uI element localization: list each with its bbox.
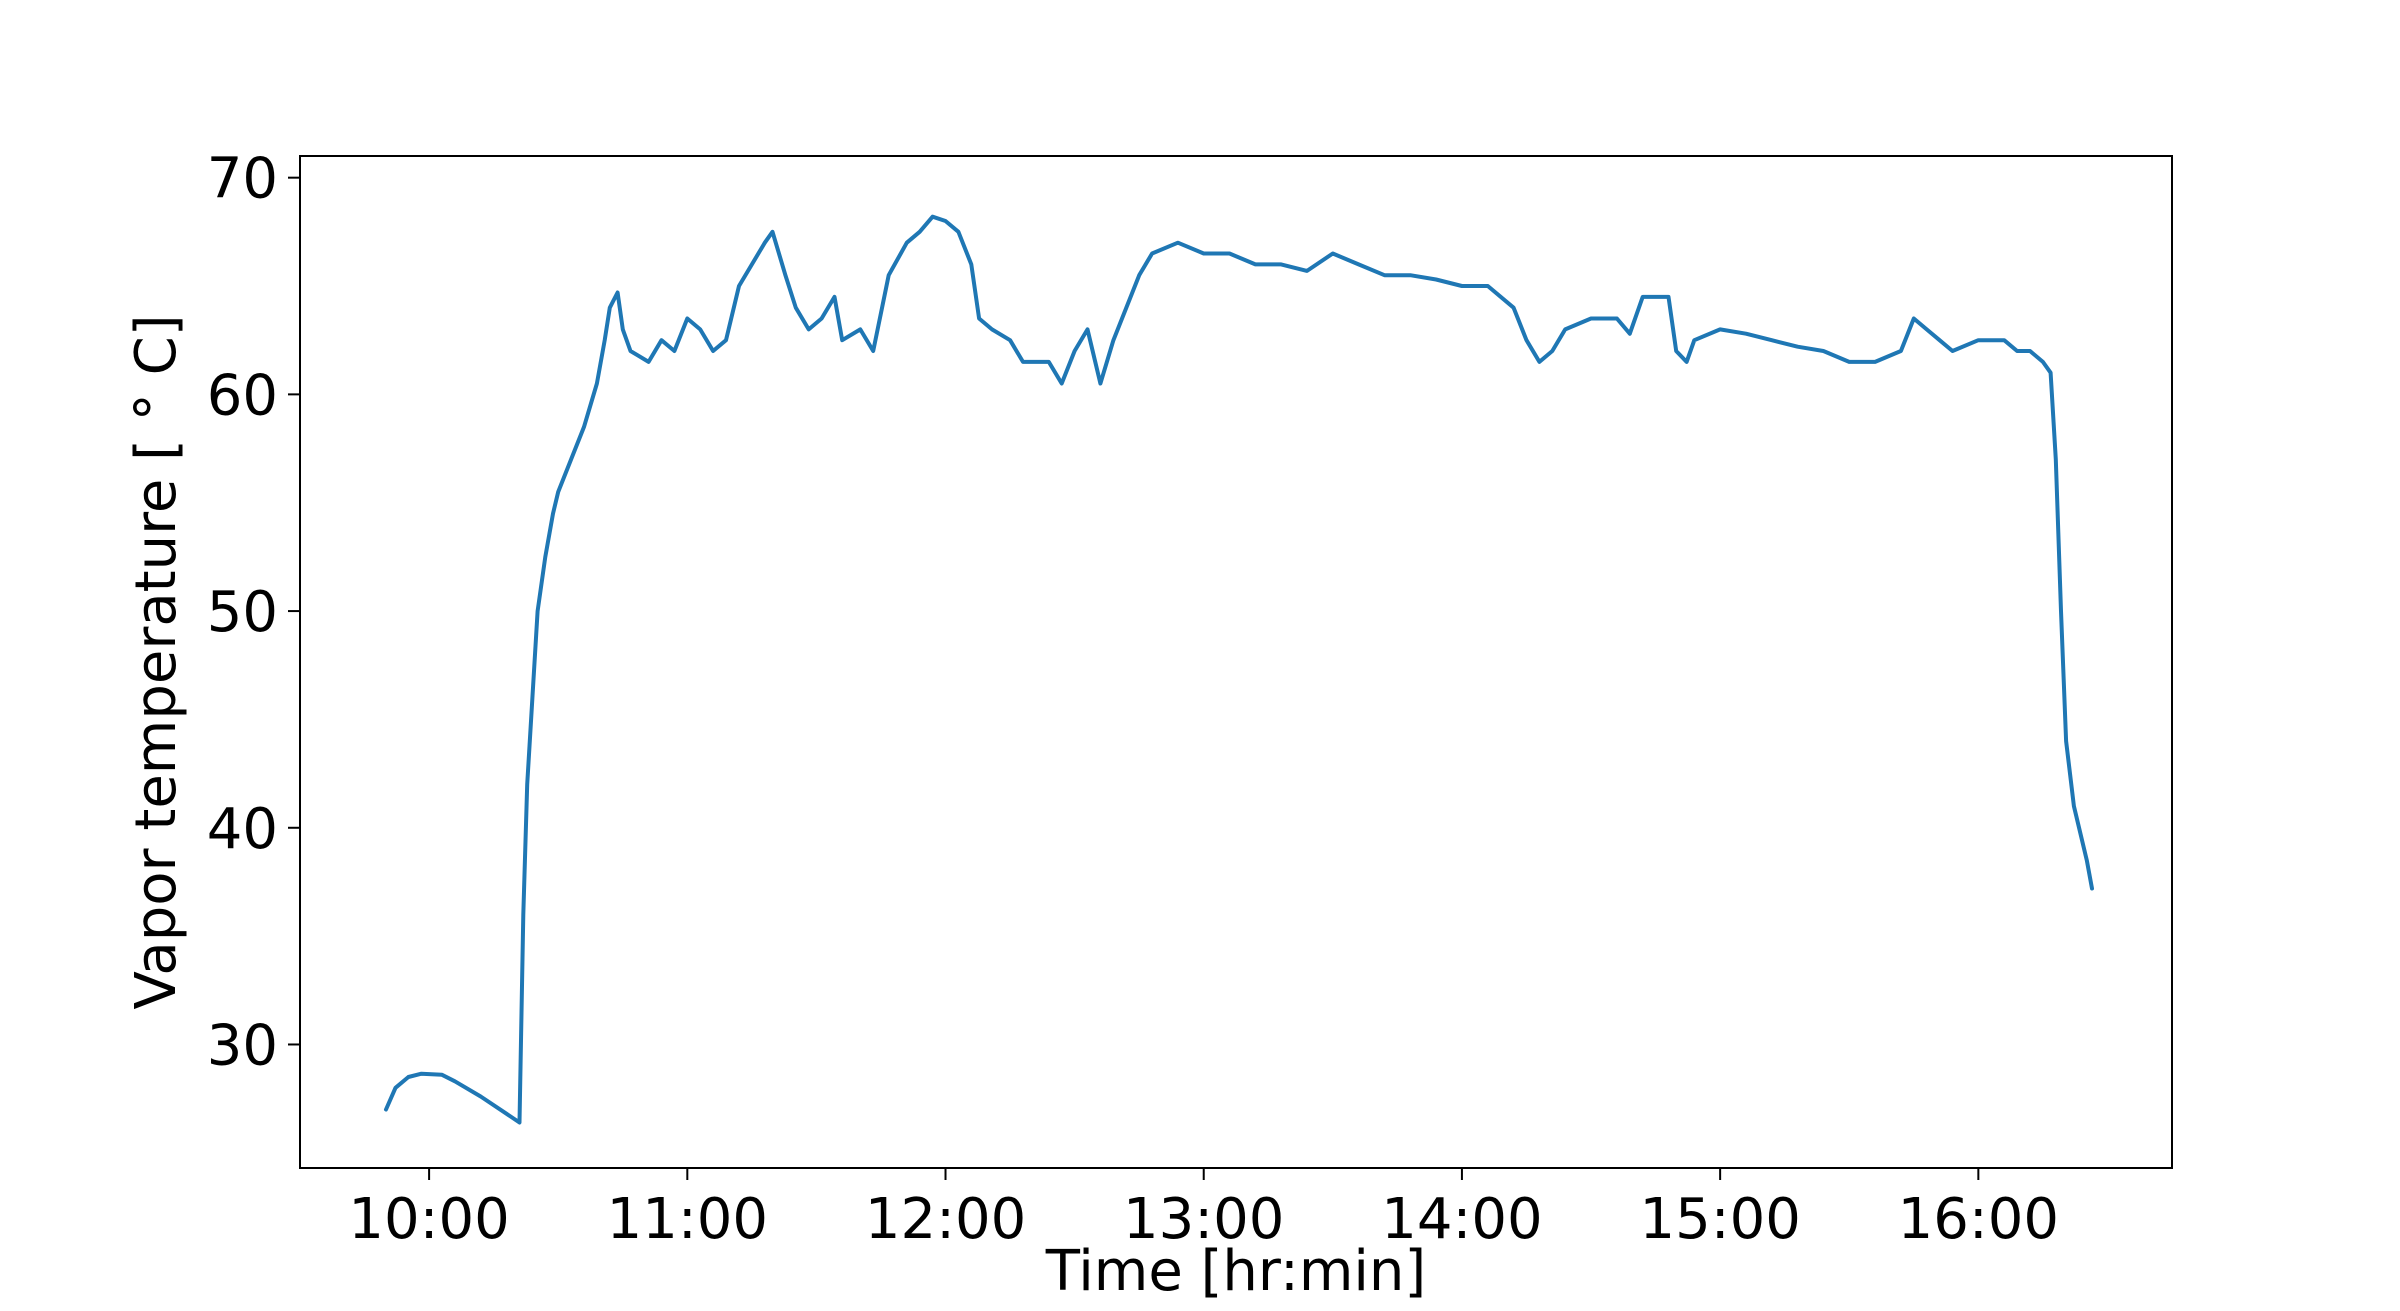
y-tick-label: 40 [207,797,278,862]
series-line [384,214,2094,1125]
y-tick-label: 30 [207,1013,278,1078]
x-tick-label: 16:00 [1898,1187,2059,1252]
x-tick-label: 12:00 [865,1187,1026,1252]
x-tick-label: 14:00 [1381,1187,1542,1252]
series-layer [384,214,2094,1125]
x-axis-ticks: 10:00 11:00 12:00 13:00 14:00 15:00 16:00 [348,1168,2059,1252]
x-axis-label: Time [hr:min] [1045,1239,1427,1304]
y-axis-ticks: 30 40 50 60 70 [207,147,300,1078]
y-tick-label: 50 [207,580,278,645]
x-tick-label: 15:00 [1639,1187,1800,1252]
y-axis-label: Vapor temperature [ ° C] [124,314,189,1009]
y-tick-label: 60 [207,363,278,428]
x-tick-label: 13:00 [1123,1187,1284,1252]
y-tick-label: 70 [207,147,278,212]
plot-frame [299,155,2173,1169]
x-tick-label: 10:00 [348,1187,509,1252]
x-tick-label: 11:00 [607,1187,768,1252]
